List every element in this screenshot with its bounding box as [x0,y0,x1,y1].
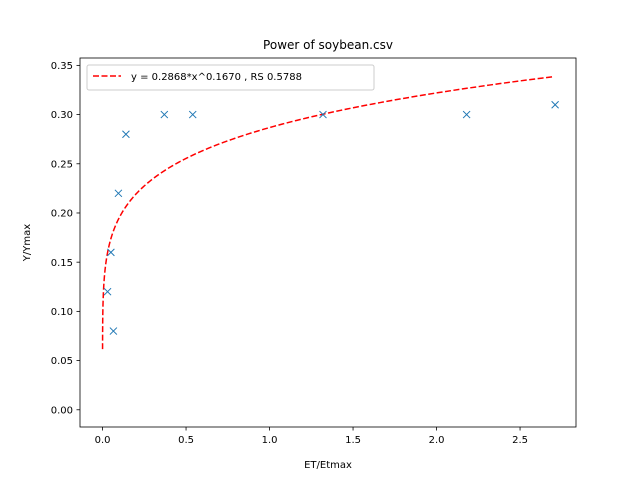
y-tick-label: 0.05 [51,356,73,367]
data-point [160,110,169,119]
y-tick-label: 0.20 [51,209,73,220]
data-point [462,110,471,119]
fit-line-group [101,75,554,350]
data-points [103,100,559,335]
y-tick-label: 0.00 [51,405,73,416]
y-axis-label: Y/Ymax [22,224,33,262]
chart-title: Power of soybean.csv [263,38,393,52]
x-tick-label: 0.5 [178,435,194,446]
legend-label-fit-line: y = 0.2868*x^0.1670 , RS 0.5788 [131,72,302,83]
legend: y = 0.2868*x^0.1670 , RS 0.5788 [86,64,375,91]
x-tick-label: 2.0 [429,435,445,446]
data-point [103,287,112,296]
data-point [551,100,559,109]
y-axis-ticks: 0.00 0.05 0.10 0.15 0.20 0.25 0.30 0.35 [51,61,80,416]
legend-box [86,64,375,91]
y-tick-label: 0.35 [51,61,73,72]
x-tick-label: 1.0 [262,435,278,446]
fit-line [101,75,554,350]
x-tick-label: 0.0 [95,435,111,446]
data-point [109,327,118,335]
x-tick-label: 1.5 [345,435,361,446]
x-tick-label: 2.5 [512,435,528,446]
plot-frame [79,57,577,428]
x-axis-ticks: 0.0 0.5 1.0 1.5 2.0 2.5 [95,427,528,446]
data-point [114,189,123,198]
y-tick-label: 0.30 [51,110,73,121]
data-point [107,248,115,257]
y-tick-label: 0.15 [51,258,73,269]
x-axis-label: ET/Etmax [304,460,352,471]
y-tick-label: 0.10 [51,307,73,318]
plot-area [80,58,576,427]
y-tick-label: 0.25 [51,159,73,170]
data-point [319,110,327,119]
data-point [188,110,197,119]
data-point [122,130,130,139]
